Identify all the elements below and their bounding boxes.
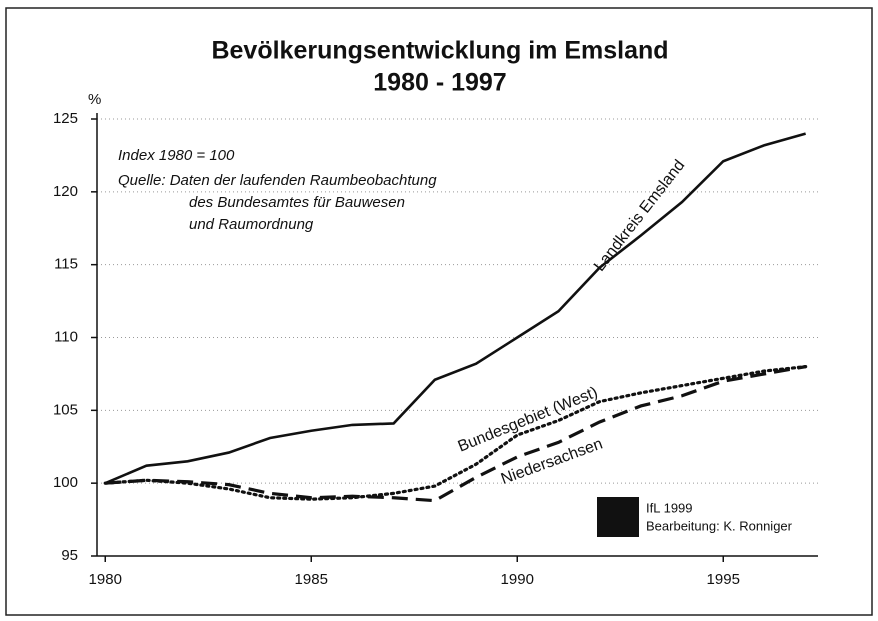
series-label: Landkreis Emsland	[591, 157, 688, 275]
series-line	[105, 365, 806, 503]
y-tick-label: 100	[53, 474, 78, 491]
x-tick-label: 1990	[501, 571, 534, 588]
credit: Bearbeitung: K. Ronniger	[646, 518, 793, 533]
series-line	[103, 365, 808, 501]
logo	[597, 497, 639, 537]
y-tick-label: 95	[61, 547, 78, 564]
x-tick-label: 1985	[295, 571, 328, 588]
y-tick-label: 110	[54, 328, 78, 345]
x-tick-label: 1995	[707, 571, 740, 588]
y-tick-label: 115	[54, 256, 78, 273]
frame	[5, 7, 873, 616]
annotation: und Raumordnung	[189, 216, 314, 233]
annotation: Index 1980 = 100	[118, 147, 235, 164]
y-tick-label: 105	[53, 401, 78, 418]
series-line	[104, 132, 806, 485]
chart-subtitle: 1980 - 1997	[373, 69, 506, 97]
chart-title: Bevölkerungsentwicklung im Emsland	[211, 37, 668, 65]
credit: IfL 1999	[646, 500, 693, 515]
y-tick-label: 125	[53, 110, 78, 127]
y-tick-label: 120	[53, 183, 78, 200]
annotation: des Bundesamtes für Bauwesen	[189, 194, 405, 211]
x-tick-label: 1980	[89, 571, 122, 588]
annotation: Quelle: Daten der laufenden Raumbeobacht…	[118, 172, 437, 189]
y-axis-label: %	[88, 91, 101, 108]
